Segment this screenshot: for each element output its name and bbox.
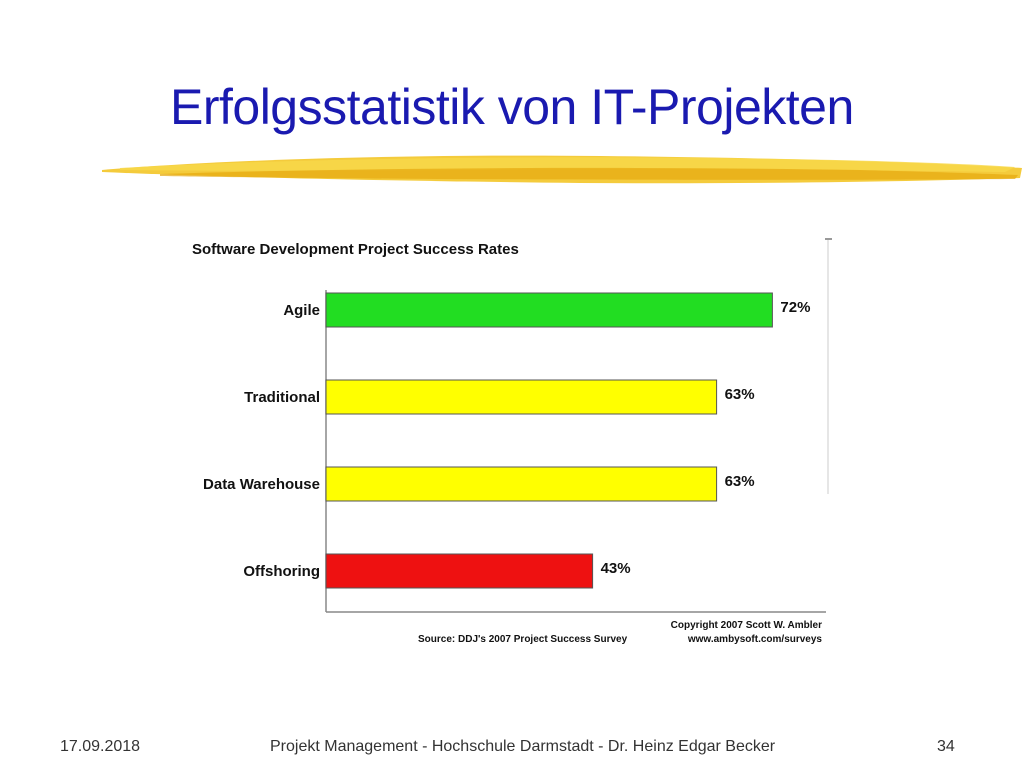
footer-title: Projekt Management - Hochschule Darmstad… bbox=[270, 738, 776, 755]
category-label: Data Warehouse bbox=[203, 476, 320, 493]
footer-date: 17.09.2018 bbox=[60, 738, 141, 755]
slide-title: Erfolgsstatistik von IT-Projekten bbox=[170, 79, 854, 135]
yellow-brush-stroke bbox=[102, 155, 1022, 184]
category-label: Offshoring bbox=[243, 563, 320, 580]
value-label: 43% bbox=[601, 560, 631, 577]
annotation-source: Source: DDJ's 2007 Project Success Surve… bbox=[418, 634, 628, 645]
chart-title: Software Development Project Success Rat… bbox=[192, 241, 519, 258]
category-label: Traditional bbox=[244, 389, 320, 406]
footer-page-number: 34 bbox=[937, 738, 955, 755]
bar-agile bbox=[325, 292, 773, 328]
annotation-url: www.ambysoft.com/surveys bbox=[687, 634, 823, 645]
value-label: 72% bbox=[780, 299, 810, 316]
bar-offshoring bbox=[325, 553, 594, 589]
bar-chart: Agile 72% Traditional 63% Data Warehouse 63% O… bbox=[203, 238, 832, 645]
category-label: Agile bbox=[283, 302, 320, 319]
value-label: 63% bbox=[725, 473, 755, 490]
value-label: 63% bbox=[725, 386, 755, 403]
bar-data-warehouse bbox=[325, 466, 718, 502]
bar-traditional bbox=[325, 379, 718, 415]
annotation-copyright: Copyright 2007 Scott W. Ambler bbox=[671, 620, 822, 631]
